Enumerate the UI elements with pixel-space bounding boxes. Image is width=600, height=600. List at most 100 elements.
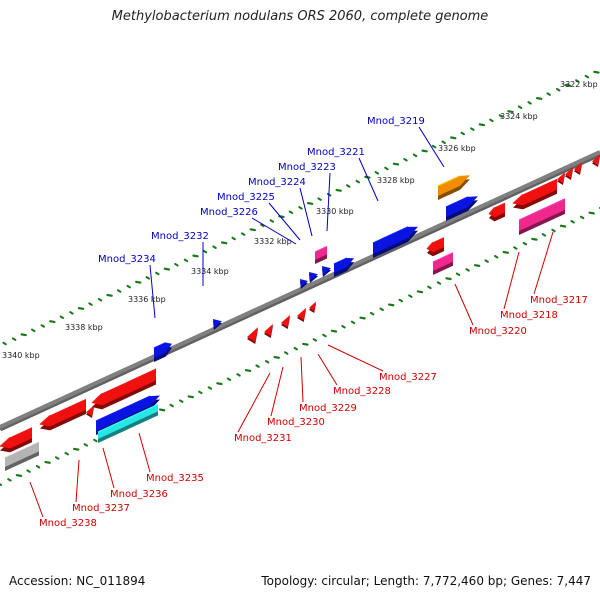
track-tick bbox=[187, 395, 194, 399]
gene-label-mnod-3221[interactable]: Mnod_3221 bbox=[307, 147, 379, 202]
track-tick bbox=[269, 219, 275, 223]
track-tick bbox=[40, 324, 46, 328]
gene-label-mnod-3218[interactable]: Mnod_3218 bbox=[500, 251, 558, 321]
gene-name: Mnod_3219 bbox=[367, 116, 425, 127]
gene-feature-mnod-3238-gray bbox=[4, 440, 40, 471]
track-tick bbox=[77, 307, 85, 310]
track-tick bbox=[192, 254, 199, 258]
track-tick bbox=[158, 408, 166, 412]
track-tick bbox=[551, 228, 556, 233]
kbp-tick-label: 3324 kbp bbox=[500, 112, 538, 121]
gene-label-mnod-3235[interactable]: Mnod_3235 bbox=[138, 432, 204, 484]
leader-line bbox=[326, 172, 331, 232]
gene-feature-mnod-3228 bbox=[297, 307, 306, 322]
track-tick bbox=[513, 246, 518, 250]
track-tick bbox=[431, 144, 437, 149]
track-tick bbox=[575, 79, 580, 83]
gene-label-mnod-3219[interactable]: Mnod_3219 bbox=[367, 116, 445, 168]
gene-name: Mnod_3230 bbox=[267, 417, 325, 428]
leader-line bbox=[317, 353, 338, 386]
feature-face bbox=[519, 198, 565, 231]
track-tick bbox=[44, 460, 51, 464]
gene-feature-mnod-3226 bbox=[300, 279, 308, 289]
gene-feature-mnod-3231 bbox=[247, 327, 258, 344]
gene-label-mnod-3224[interactable]: Mnod_3224 bbox=[248, 177, 313, 237]
gene-feature-mnod-3236-cyan bbox=[97, 403, 159, 443]
gene-label-mnod-3223[interactable]: Mnod_3223 bbox=[278, 162, 336, 232]
gene-label-mnod-3231[interactable]: Mnod_3231 bbox=[234, 372, 292, 444]
track-tick bbox=[236, 373, 241, 377]
gene-label-mnod-3217[interactable]: Mnod_3217 bbox=[530, 231, 588, 306]
track-tick bbox=[2, 341, 7, 346]
track-tick bbox=[392, 162, 400, 166]
track-tick bbox=[335, 188, 342, 192]
track-tick bbox=[83, 443, 89, 447]
track-tick bbox=[31, 328, 36, 333]
gene-label-mnod-3228[interactable]: Mnod_3228 bbox=[317, 353, 391, 397]
gene-name: Mnod_3235 bbox=[146, 473, 204, 484]
track-tick bbox=[249, 228, 256, 232]
track-tick bbox=[498, 114, 504, 118]
gene-feature-mnod-3224-b bbox=[322, 266, 331, 277]
track-tick bbox=[0, 483, 3, 487]
gene-name: Mnod_3237 bbox=[72, 503, 130, 514]
track-tick bbox=[427, 285, 432, 290]
gene-label-mnod-3237[interactable]: Mnod_3237 bbox=[72, 459, 130, 514]
gene-label-mnod-3225[interactable]: Mnod_3225 bbox=[217, 192, 301, 241]
gene-label-mnod-3236[interactable]: Mnod_3236 bbox=[102, 447, 168, 500]
gene-label-mnod-3227[interactable]: Mnod_3227 bbox=[327, 344, 437, 383]
track-tick bbox=[494, 255, 499, 259]
gene-label-mnod-3234[interactable]: Mnod_3234 bbox=[98, 254, 156, 319]
kbp-tick-label: 3338 kbp bbox=[65, 323, 103, 332]
feature-face bbox=[92, 368, 156, 406]
leader-line bbox=[270, 366, 284, 417]
track-tick bbox=[26, 469, 31, 473]
feature-highlight bbox=[39, 414, 51, 425]
gene-label-mnod-3232[interactable]: Mnod_3232 bbox=[151, 231, 209, 286]
track-tick bbox=[20, 333, 27, 337]
gene-label-mnod-3229[interactable]: Mnod_3229 bbox=[299, 356, 357, 414]
feature-highlight bbox=[488, 207, 496, 215]
gene-label-mnod-3238[interactable]: Mnod_3238 bbox=[29, 481, 97, 529]
track-tick bbox=[322, 333, 327, 338]
track-tick bbox=[535, 97, 543, 100]
feature-highlight bbox=[95, 395, 151, 422]
gene-feature-mnod-3234 bbox=[153, 342, 172, 362]
feature-highlight bbox=[437, 175, 461, 187]
track-tick bbox=[155, 271, 160, 276]
track-tick bbox=[174, 262, 179, 267]
leader-line bbox=[454, 283, 474, 326]
feature-face bbox=[315, 246, 327, 260]
track-tick bbox=[388, 303, 395, 307]
feature-face bbox=[96, 395, 160, 431]
gene-label-mnod-3220[interactable]: Mnod_3220 bbox=[454, 283, 527, 337]
track-tick bbox=[198, 390, 203, 395]
gene-feature-mnod-3220-red bbox=[426, 237, 444, 257]
track-tick bbox=[441, 140, 446, 144]
gene-label-mnod-3226[interactable]: Mnod_3226 bbox=[200, 207, 297, 245]
gene-name: Mnod_3227 bbox=[379, 372, 437, 383]
gene-feature-small-5 bbox=[86, 405, 94, 418]
track-tick bbox=[54, 456, 60, 460]
track-tick bbox=[379, 307, 384, 312]
track-tick bbox=[412, 153, 418, 158]
gene-feature-mnod-3229 bbox=[281, 314, 290, 329]
gene-name: Mnod_3238 bbox=[39, 518, 97, 529]
track-tick bbox=[450, 136, 457, 140]
feature-face bbox=[433, 252, 453, 271]
gene-name: Mnod_3231 bbox=[234, 433, 292, 444]
gene-feature-mnod-3237 bbox=[39, 398, 86, 431]
gene-feature-mnod-3223 bbox=[333, 257, 354, 277]
track-tick bbox=[408, 294, 413, 298]
track-tick bbox=[298, 206, 303, 210]
feature-face bbox=[98, 404, 158, 439]
track-tick bbox=[312, 338, 318, 342]
track-tick bbox=[15, 474, 23, 477]
gene-label-mnod-3230[interactable]: Mnod_3230 bbox=[267, 366, 325, 428]
feature-highlight bbox=[372, 226, 409, 244]
gene-name: Mnod_3217 bbox=[530, 295, 588, 306]
track-tick bbox=[470, 127, 475, 131]
track-tick bbox=[559, 224, 567, 228]
track-tick bbox=[421, 149, 428, 153]
